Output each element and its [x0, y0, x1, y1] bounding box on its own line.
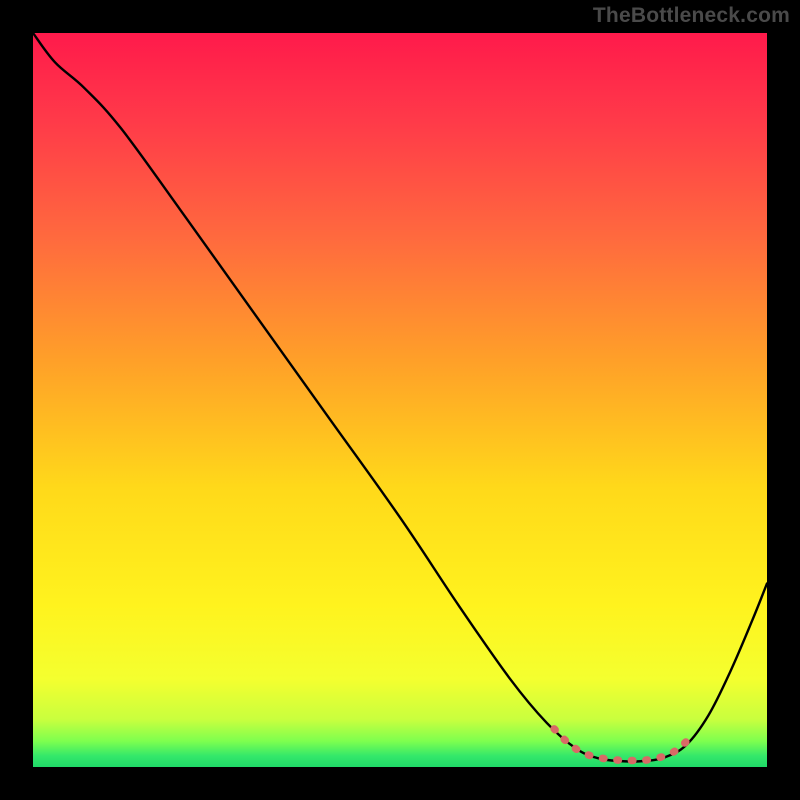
plot-gradient-background [33, 33, 767, 767]
watermark-text: TheBottleneck.com [593, 4, 790, 28]
chart-stage: TheBottleneck.com [0, 0, 800, 800]
chart-svg [0, 0, 800, 800]
